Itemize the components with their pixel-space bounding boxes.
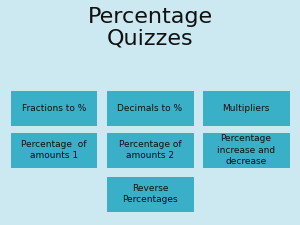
Text: Percentage of
amounts 2: Percentage of amounts 2 [119,140,181,160]
FancyBboxPatch shape [106,177,194,211]
Text: Fractions to %: Fractions to % [22,104,86,113]
Text: Percentage
increase and
decrease: Percentage increase and decrease [217,134,275,166]
FancyBboxPatch shape [106,91,194,126]
FancyBboxPatch shape [11,133,98,168]
FancyBboxPatch shape [202,91,290,126]
Text: Percentage
Quizzes: Percentage Quizzes [87,7,213,48]
FancyBboxPatch shape [202,133,290,168]
FancyBboxPatch shape [106,133,194,168]
Text: Percentage  of
amounts 1: Percentage of amounts 1 [21,140,87,160]
Text: Reverse
Percentages: Reverse Percentages [122,184,178,204]
Text: Multipliers: Multipliers [222,104,270,113]
Text: Decimals to %: Decimals to % [117,104,183,113]
FancyBboxPatch shape [11,91,98,126]
